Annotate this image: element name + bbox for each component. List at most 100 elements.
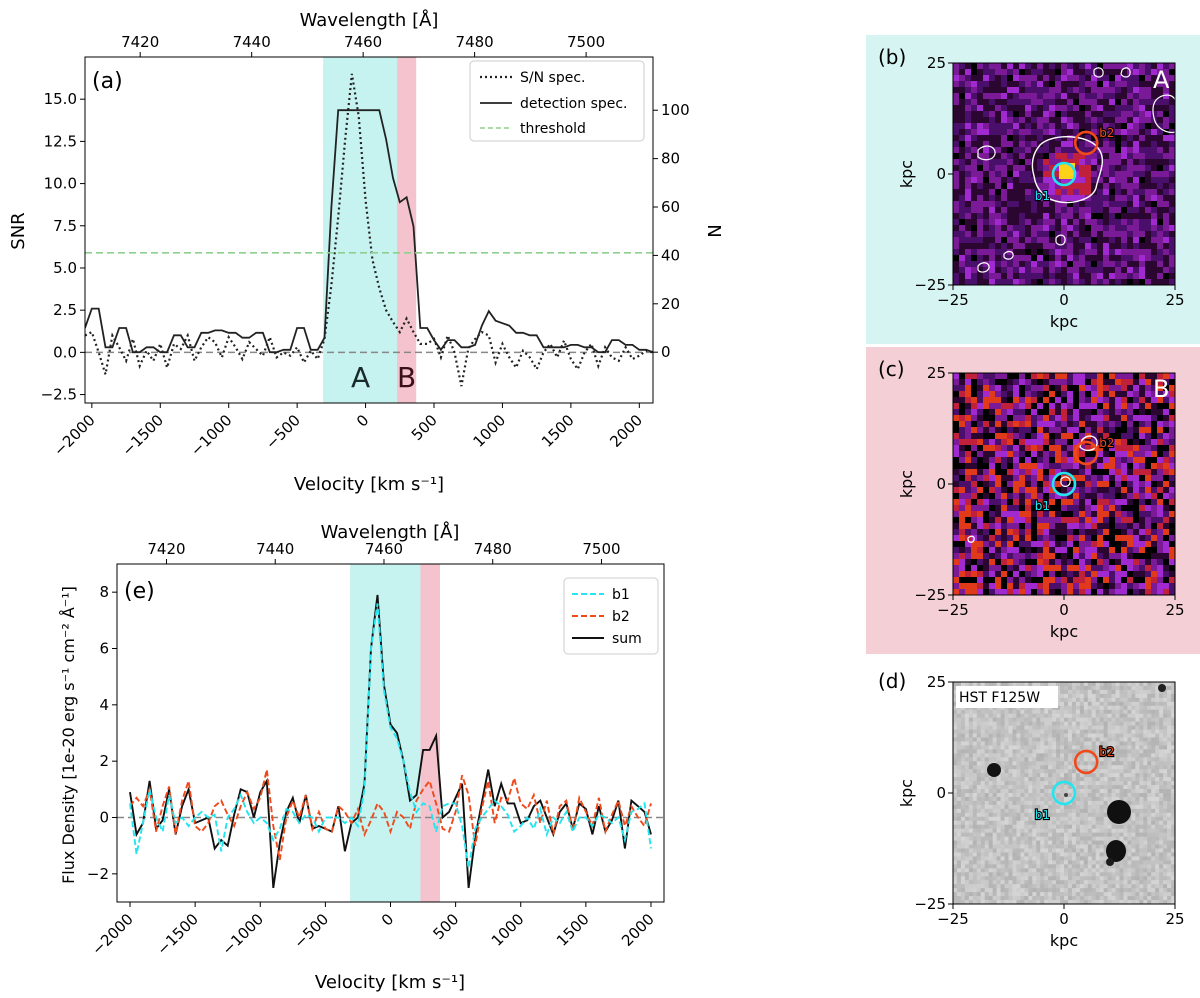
map-pixel [1145, 123, 1152, 130]
map-pixel [1085, 583, 1092, 590]
map-pixel [1013, 397, 1020, 404]
map-pixel [1087, 709, 1093, 715]
map-pixel [983, 487, 990, 494]
map-pixel [1037, 69, 1044, 76]
map-pixel [1020, 682, 1025, 687]
map-pixel [984, 709, 990, 715]
map-pixel [1052, 713, 1057, 719]
map-pixel [1133, 547, 1140, 554]
map-pixel [1145, 201, 1152, 208]
map-pixel [965, 493, 972, 500]
map-pixel [980, 824, 986, 830]
map-pixel [1083, 800, 1089, 806]
map-pixel [959, 583, 966, 590]
map-pixel [1079, 207, 1086, 214]
map-pixel [1000, 793, 1005, 798]
map-pixel [983, 237, 990, 244]
map-pixel [995, 273, 1002, 280]
map-pixel [1097, 421, 1104, 428]
map-pixel [1145, 213, 1152, 220]
map-pixel [1139, 753, 1144, 758]
map-pixel [1135, 721, 1140, 726]
map-pixel [1103, 451, 1110, 458]
map-pixel [1073, 159, 1080, 166]
map-pixel [1109, 499, 1116, 506]
map-pixel [1135, 682, 1140, 687]
map-pixel [1131, 777, 1136, 782]
map-pixel [1151, 427, 1158, 434]
map-pixel [959, 105, 966, 112]
map-pixel [1037, 171, 1044, 178]
map-pixel [1139, 391, 1146, 398]
map-pixel [1008, 733, 1013, 738]
map-pixel [995, 553, 1002, 560]
map-pixel [1007, 379, 1014, 386]
map-pixel [1036, 721, 1041, 726]
map-pixel [1163, 505, 1170, 512]
map-pixel [1025, 147, 1032, 154]
map-pixel [1121, 279, 1128, 285]
map-pixel [988, 709, 994, 715]
map-pixel [1127, 439, 1134, 446]
map-pixel [996, 808, 1001, 814]
map-pixel [1007, 397, 1014, 404]
map-pixel [1169, 487, 1175, 494]
map-pixel [1031, 105, 1038, 112]
map-pixel [1049, 535, 1056, 542]
map-pixel [1151, 249, 1158, 256]
map-pixel [1013, 117, 1020, 124]
y-tick-label: 0.0 [53, 343, 77, 361]
map-pixel [1163, 189, 1170, 196]
map-pixel [1151, 75, 1158, 82]
map-pixel [1025, 403, 1032, 410]
map-pixel [1121, 433, 1128, 440]
map-pixel [1097, 481, 1104, 488]
map-pixel [953, 757, 958, 762]
map-pixel [1169, 225, 1175, 232]
map-pixel [1007, 523, 1014, 530]
map-pixel [1040, 761, 1045, 766]
map-pixel [1127, 765, 1132, 770]
map-pixel [1028, 753, 1033, 758]
map-pixel [1020, 800, 1025, 806]
map-pixel [1145, 433, 1152, 440]
map-pixel [1007, 541, 1014, 548]
map-pixel [1061, 225, 1068, 232]
map-pixel [1115, 682, 1120, 687]
map-pixel [1079, 183, 1086, 190]
map-pixel [1061, 463, 1068, 470]
map-pixel [1143, 769, 1148, 774]
map-pixel [1061, 379, 1068, 386]
map-pixel [1052, 753, 1057, 758]
map-pixel [1103, 781, 1108, 786]
map-pixel [1115, 409, 1122, 416]
map-pixel [984, 789, 990, 794]
map-pixel [972, 820, 978, 826]
top-tick-label: 7460 [344, 33, 382, 51]
map-pixel [1073, 589, 1080, 595]
map-pixel [1163, 87, 1170, 94]
map-pixel [1127, 745, 1132, 750]
map-pixel [988, 789, 994, 794]
map-pixel [1043, 583, 1050, 590]
map-pixel [989, 219, 996, 226]
map-pixel [1025, 93, 1032, 100]
map-pixel [1056, 701, 1061, 707]
map-pixel [995, 195, 1002, 202]
map-pixel [1151, 87, 1158, 94]
map-pixel [1000, 804, 1005, 810]
map-pixel [1163, 267, 1170, 274]
map-pixel [1163, 725, 1168, 730]
map-pixel [1109, 225, 1116, 232]
map-pixel [1121, 535, 1128, 542]
map-pixel [1004, 713, 1009, 719]
map-pixel [1075, 804, 1081, 810]
map-pixel [1133, 463, 1140, 470]
map-pixel [1031, 195, 1038, 202]
map-pixel [980, 717, 986, 723]
map-pixel [1056, 812, 1061, 818]
map-pixel [1107, 745, 1112, 750]
map-pixel [1163, 177, 1170, 184]
map-pixel [988, 757, 994, 762]
map-pixel [1037, 147, 1044, 154]
